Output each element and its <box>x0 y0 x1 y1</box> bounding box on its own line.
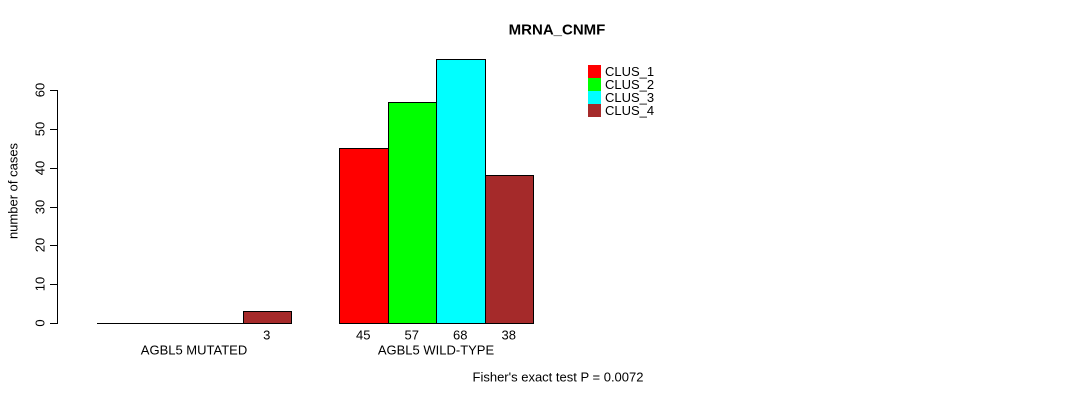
y-tick <box>50 323 57 324</box>
annotation-text: Fisher's exact test P = 0.0072 <box>472 369 644 385</box>
bar-CLUS_1 <box>339 148 389 324</box>
y-axis-line <box>57 90 58 324</box>
y-tick-label: 0 <box>32 319 48 327</box>
bar-CLUS_4 <box>484 175 534 324</box>
legend-item-CLUS_1: CLUS_1 <box>588 65 654 78</box>
legend-swatch-icon <box>588 104 601 117</box>
y-tick <box>50 206 57 208</box>
legend-label: CLUS_2 <box>605 77 655 92</box>
legend-item-CLUS_4: CLUS_4 <box>588 104 654 117</box>
y-tick-label: 20 <box>32 238 48 253</box>
y-tick <box>50 245 57 247</box>
legend-item-CLUS_3: CLUS_3 <box>588 91 654 104</box>
bar-value-label: 3 <box>263 327 271 343</box>
bar-value-label: 68 <box>453 327 468 343</box>
y-tick-label: 50 <box>32 121 48 137</box>
legend-swatch-icon <box>588 91 601 104</box>
legend-label: CLUS_1 <box>605 64 655 79</box>
bar-value-label: 38 <box>501 327 516 343</box>
legend-label: CLUS_3 <box>605 90 655 105</box>
chart-title: MRNA_CNMF <box>508 21 606 39</box>
x-category-label: AGBL5 MUTATED <box>140 342 248 358</box>
bar-value-label: 57 <box>404 327 419 343</box>
y-tick <box>50 128 57 130</box>
bar-CLUS_3 <box>436 58 486 324</box>
y-tick-label: 40 <box>32 160 48 175</box>
y-tick <box>50 284 57 286</box>
legend-swatch-icon <box>588 78 601 91</box>
y-tick-label: 30 <box>32 199 48 214</box>
y-axis-title: number of cases <box>5 142 21 240</box>
y-tick-label: 60 <box>32 82 48 98</box>
zero-baseline <box>97 323 292 324</box>
legend: CLUS_1 CLUS_2 CLUS_3 CLUS_4 <box>588 65 654 117</box>
y-tick-label: 10 <box>32 276 48 292</box>
legend-label: CLUS_4 <box>605 103 655 118</box>
legend-item-CLUS_2: CLUS_2 <box>588 78 654 91</box>
y-tick <box>50 167 57 169</box>
x-category-label: AGBL5 WILD-TYPE <box>377 342 495 358</box>
bar-CLUS_4 <box>242 311 292 324</box>
legend-swatch-icon <box>588 65 601 78</box>
bar-value-label: 45 <box>356 327 371 343</box>
y-tick <box>50 90 57 91</box>
bar-CLUS_2 <box>387 101 437 324</box>
